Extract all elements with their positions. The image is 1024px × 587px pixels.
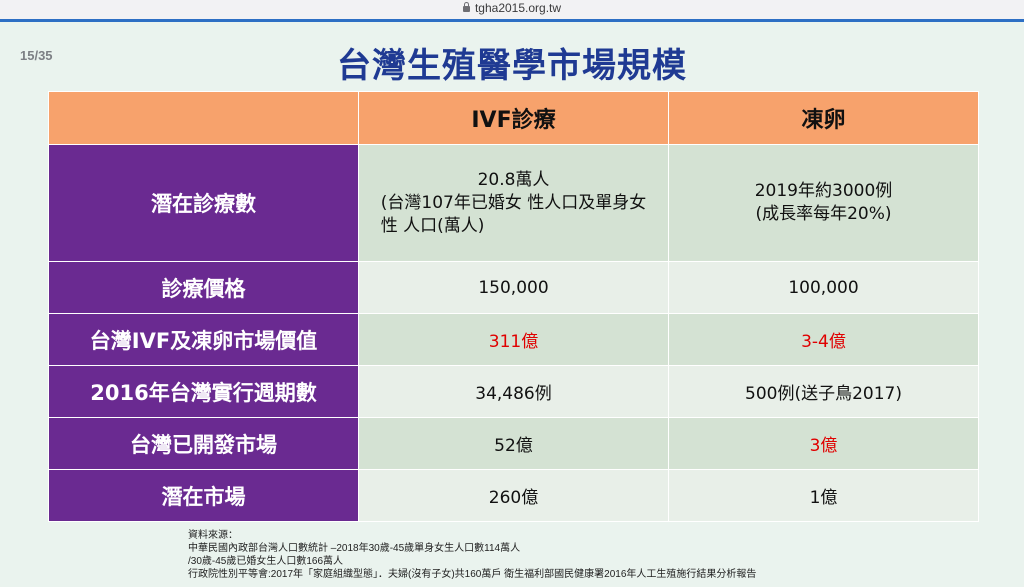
progress-accent-line: [0, 19, 1024, 22]
slide: 15/35 台灣生殖醫學市場規模 IVF診療 凍卵 潛在診療數 20.8萬人 (…: [0, 22, 1024, 587]
table-row: 潛在市場 260億 1億: [48, 469, 979, 522]
cell-egg: 3-4億: [668, 313, 979, 366]
table-header-row: IVF診療 凍卵: [48, 91, 979, 145]
row-label: 台灣已開發市場: [48, 417, 359, 470]
cell-line: 20.8萬人: [477, 169, 550, 190]
cell-ivf-multiline: 20.8萬人 (台灣107年已婚女 性人口及單身女 性 人口(萬人): [381, 169, 646, 238]
source-line: 行政院性別平等會:2017年「家庭組織型態」．夫婦(沒有子女)共160萬戶 衛生…: [188, 569, 757, 580]
row-label: 潛在診療數: [48, 144, 359, 262]
slide-title: 台灣生殖醫學市場規模: [337, 46, 687, 86]
market-table: IVF診療 凍卵 潛在診療數 20.8萬人 (台灣107年已婚女 性人口及單身女…: [48, 91, 979, 522]
cell-ivf: 311億: [358, 313, 669, 366]
header-corner-cell: [48, 91, 359, 145]
cell-egg: 100,000: [668, 261, 979, 314]
table-row: 診療價格 150,000 100,000: [48, 261, 979, 314]
cell-ivf: 52億: [358, 417, 669, 470]
row-label: 2016年台灣實行週期數: [48, 365, 359, 418]
url-display[interactable]: tgha2015.org.tw: [0, 1, 1024, 15]
cell-line: 性 人口(萬人): [380, 215, 485, 236]
cell-line: (台灣107年已婚女 性人口及單身女: [380, 192, 647, 213]
table-row: 2016年台灣實行週期數 34,486例 500例(送子鳥2017): [48, 365, 979, 418]
header-egg-freezing: 凍卵: [668, 91, 979, 145]
cell-ivf: 260億: [358, 469, 669, 522]
cell-egg: 1億: [668, 469, 979, 522]
table-row: 台灣已開發市場 52億 3億: [48, 417, 979, 470]
source-line: 資料來源：: [188, 530, 238, 541]
cell-line: 2019年約3000例: [754, 181, 893, 201]
row-label: 潛在市場: [48, 469, 359, 522]
browser-address-bar[interactable]: tgha2015.org.tw: [0, 0, 1024, 20]
cell-ivf: 150,000: [358, 261, 669, 314]
page-number: 15/35: [20, 48, 53, 63]
cell-ivf: 20.8萬人 (台灣107年已婚女 性人口及單身女 性 人口(萬人): [358, 144, 669, 262]
table-row: 台灣IVF及凍卵市場價值 311億 3-4億: [48, 313, 979, 366]
cell-egg: 3億: [668, 417, 979, 470]
source-line: 中華民國內政部台灣人口數統計 –2018年30歲-45歲單身女生人口數114萬人: [188, 543, 521, 554]
cell-line: (成長率每年20%): [755, 204, 892, 224]
cell-egg: 500例(送子鳥2017): [668, 365, 979, 418]
sources-note: 資料來源： 中華民國內政部台灣人口數統計 –2018年30歲-45歲單身女生人口…: [188, 529, 756, 581]
url-text: tgha2015.org.tw: [474, 1, 562, 15]
cell-egg: 2019年約3000例 (成長率每年20%): [668, 144, 979, 262]
row-label: 診療價格: [48, 261, 359, 314]
header-ivf: IVF診療: [358, 91, 669, 145]
lock-icon: [462, 2, 470, 12]
row-label: 台灣IVF及凍卵市場價值: [48, 313, 359, 366]
table-row: 潛在診療數 20.8萬人 (台灣107年已婚女 性人口及單身女 性 人口(萬人)…: [48, 144, 979, 262]
source-line: /30歲-45歲已婚女生人口數166萬人: [188, 556, 344, 567]
cell-ivf: 34,486例: [358, 365, 669, 418]
